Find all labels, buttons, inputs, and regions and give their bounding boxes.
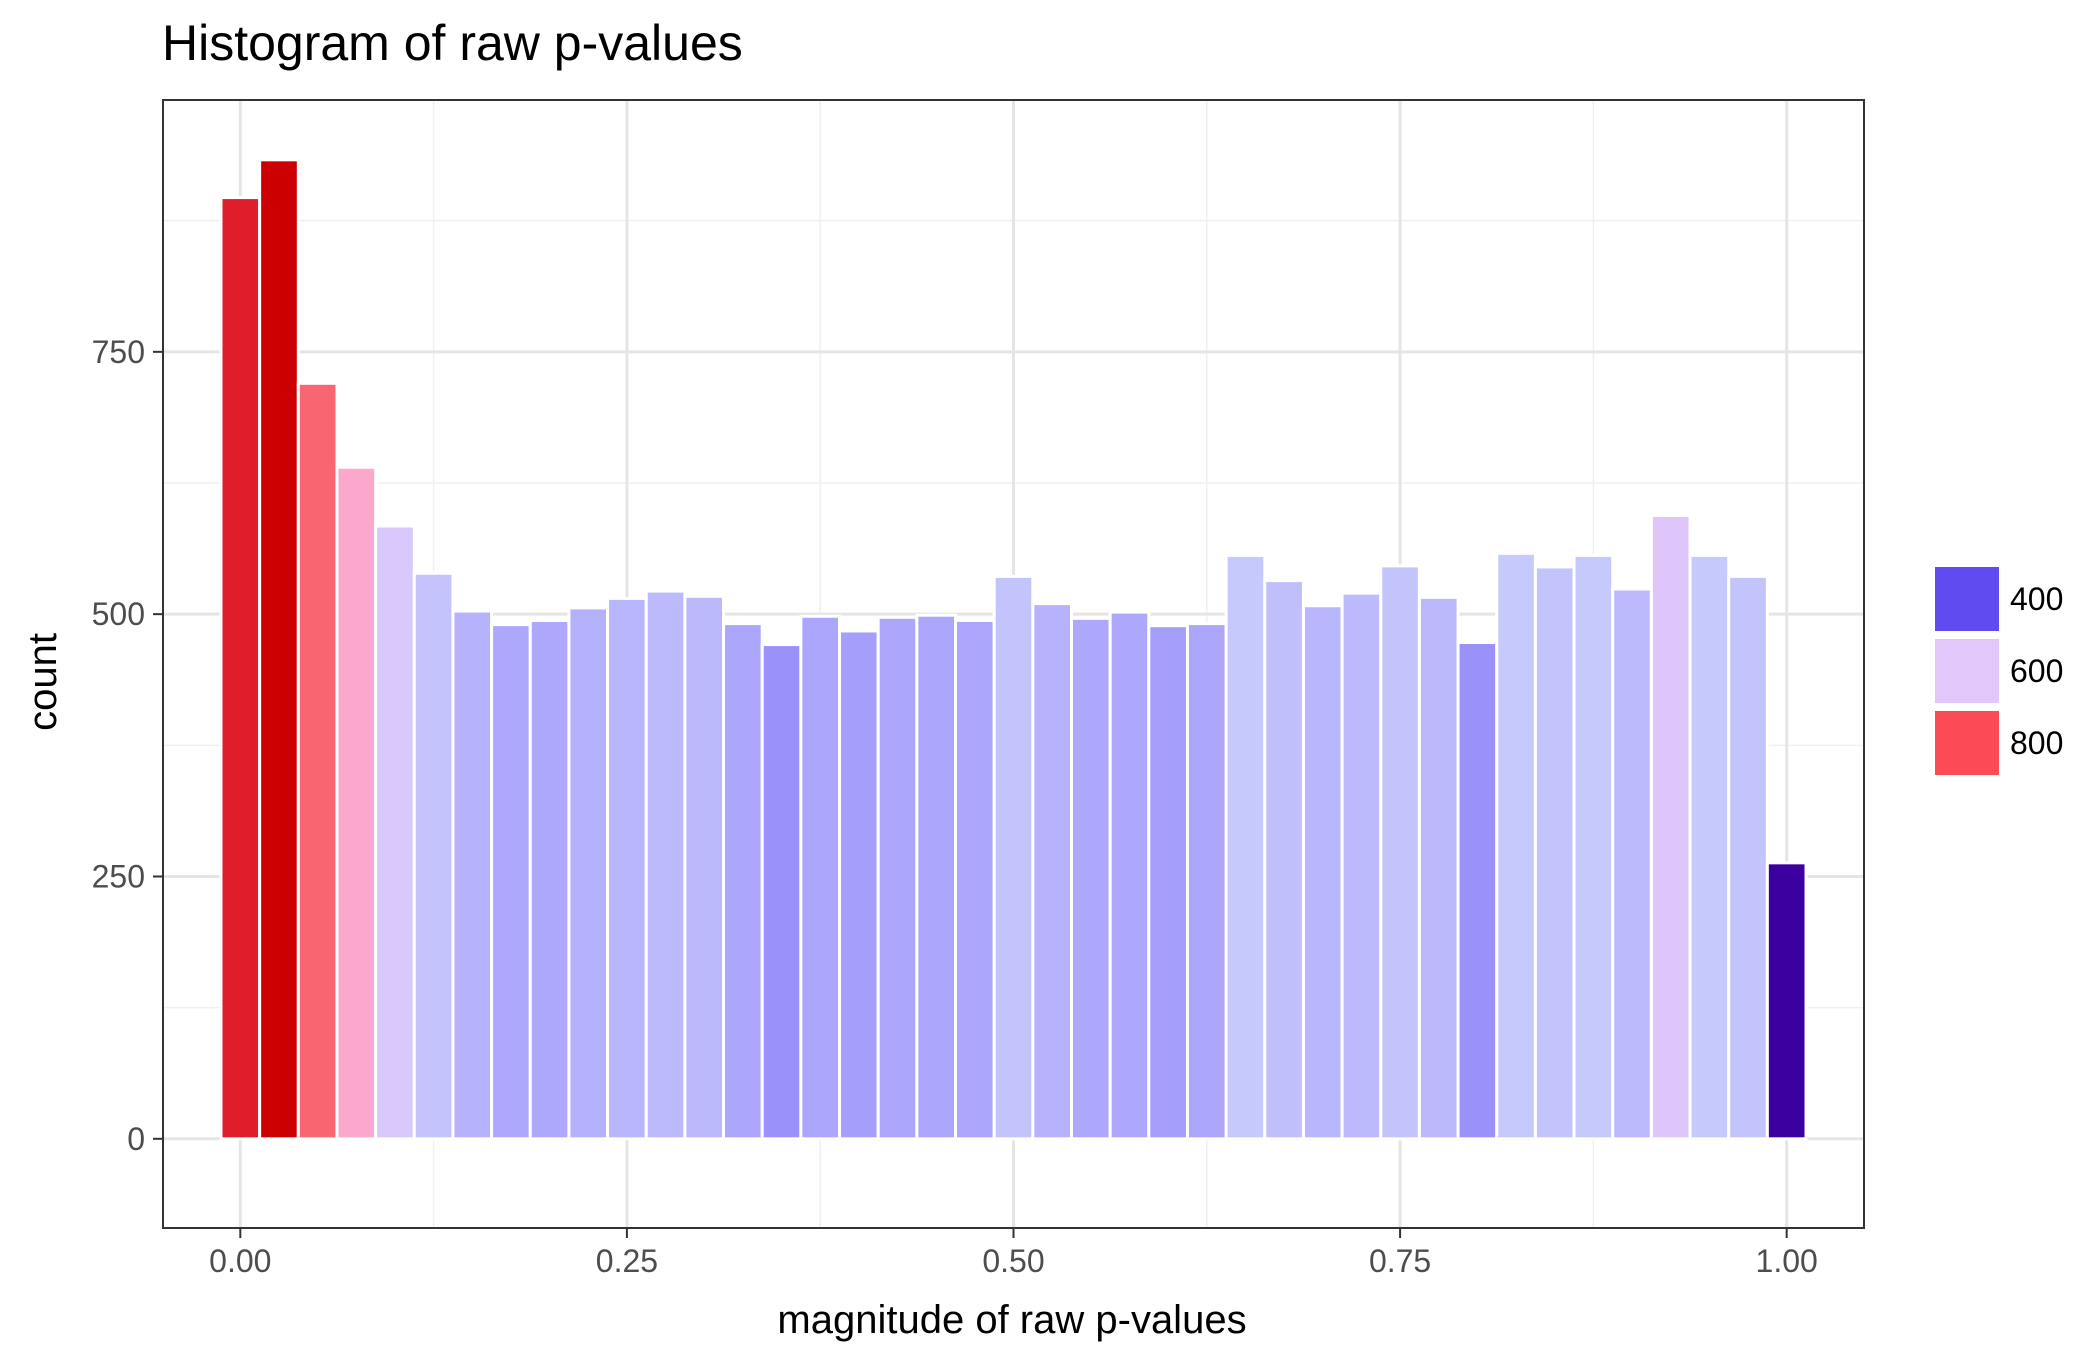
histogram-bar [1340, 591, 1383, 1141]
y-axis: 0 250 500 750 [92, 334, 163, 1157]
y-tick-label: 250 [92, 858, 145, 894]
histogram-bar [1611, 587, 1653, 1141]
histogram-bar [258, 158, 300, 1141]
histogram-bar [1649, 514, 1692, 1141]
histogram-bar [606, 596, 648, 1141]
histogram-bar [1765, 861, 1808, 1141]
bars [219, 158, 1808, 1141]
x-tick-label: 0.75 [1369, 1243, 1431, 1279]
y-tick-label: 500 [92, 596, 145, 632]
x-axis-title: magnitude of raw p-values [777, 1298, 1246, 1342]
histogram-bar [1069, 616, 1112, 1141]
legend-swatch [1935, 711, 1999, 775]
y-tick-label: 0 [127, 1121, 145, 1157]
histogram-bar [1379, 564, 1421, 1141]
histogram-bar [915, 613, 958, 1141]
histogram-bar [1263, 579, 1305, 1141]
chart-title: Histogram of raw p-values [162, 15, 743, 71]
x-tick-label: 0.50 [982, 1243, 1044, 1279]
x-axis: 0.00 0.25 0.50 0.75 1.00 [209, 1228, 1818, 1279]
histogram-bar [374, 524, 416, 1141]
histogram-bar [1533, 565, 1576, 1141]
histogram-bar [335, 465, 378, 1141]
histogram-bar [219, 196, 262, 1141]
histogram-bar [567, 606, 610, 1141]
histogram-bar [799, 614, 842, 1141]
x-tick-label: 0.00 [209, 1243, 271, 1279]
histogram-bar [1727, 574, 1769, 1141]
histogram-bar [1031, 602, 1073, 1141]
legend-swatch [1935, 639, 1999, 703]
histogram-bar [760, 643, 803, 1141]
histogram-bar [954, 618, 996, 1141]
histogram-bar [683, 594, 726, 1141]
histogram-bar [876, 615, 919, 1141]
histogram-bar [1417, 595, 1460, 1141]
histogram-bar [1224, 553, 1267, 1141]
histogram-bar [1572, 553, 1615, 1141]
histogram-bar [412, 571, 455, 1141]
histogram-bar [1147, 624, 1189, 1141]
histogram-bar [838, 629, 880, 1141]
histogram-bar [1108, 610, 1151, 1141]
legend-swatch [1935, 567, 1999, 631]
y-axis-title: count [21, 633, 65, 731]
legend: 400 600 800 [1935, 567, 2063, 775]
histogram-bar [1301, 604, 1344, 1141]
histogram-bar [1185, 622, 1228, 1141]
histogram-bar [490, 623, 532, 1141]
histogram-bar [1688, 553, 1731, 1141]
histogram-bar [1495, 551, 1537, 1141]
y-tick-label: 750 [92, 334, 145, 370]
histogram-bar [451, 609, 494, 1141]
histogram-bar [722, 622, 764, 1141]
histogram-bar [992, 574, 1035, 1141]
legend-label: 800 [2010, 725, 2063, 761]
x-tick-label: 0.25 [596, 1243, 658, 1279]
histogram-bar [1456, 640, 1499, 1141]
plot-panel [162, 99, 1865, 1229]
legend-label: 600 [2010, 653, 2063, 689]
legend-label: 400 [2010, 581, 2063, 617]
histogram-bar [296, 381, 339, 1141]
x-tick-label: 1.00 [1756, 1243, 1818, 1279]
histogram-bar [644, 589, 687, 1141]
histogram-bar [528, 618, 571, 1141]
